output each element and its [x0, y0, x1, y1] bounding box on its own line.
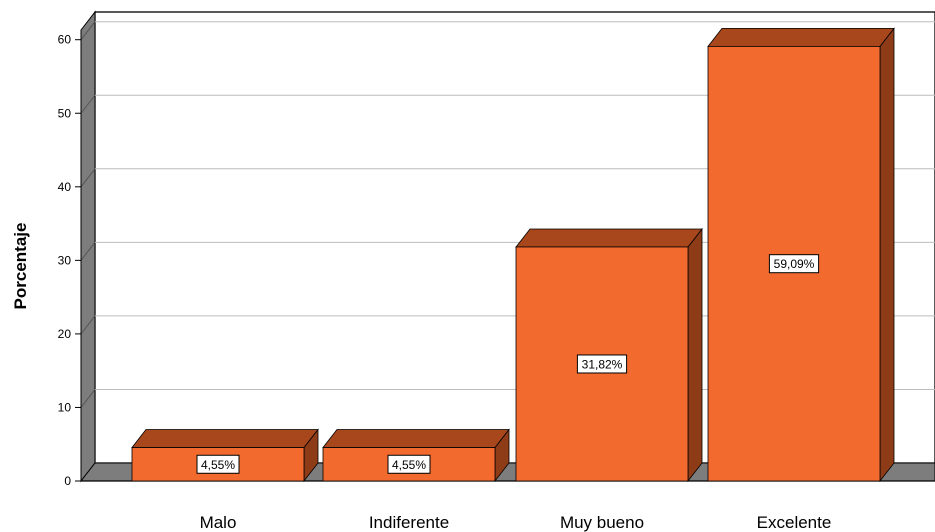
gridline-wall [80, 94, 96, 114]
data-labels: 4,55% 4,55% 31,82% 59,09% [196, 254, 820, 474]
bar-top [515, 228, 703, 248]
x-category-label: Indiferente [369, 513, 449, 532]
y-tick-label: 50 [58, 106, 72, 120]
gridline-wall [80, 242, 96, 261]
gridline-wall [80, 315, 96, 335]
bar-side [687, 227, 703, 483]
bar-side [879, 27, 895, 483]
x-axis-categories: Malo Indiferente Muy bueno Excelente [200, 513, 832, 532]
x-category-label: Excelente [757, 513, 832, 532]
y-tick-label: 20 [58, 327, 72, 341]
gridline-wall [80, 389, 96, 408]
gridline-wall [80, 168, 96, 188]
bar-top [707, 27, 895, 47]
data-label: 4,55% [392, 458, 426, 472]
y-tick-label: 30 [58, 253, 72, 267]
data-label-box [387, 454, 431, 474]
data-label-box [196, 454, 240, 474]
x-category-label: Muy bueno [560, 513, 644, 532]
y-tick-label: 0 [64, 474, 71, 488]
bar-top [131, 429, 319, 448]
x-category-label: Malo [200, 513, 237, 532]
y-tick-label: 40 [58, 180, 72, 194]
data-label: 59,09% [774, 257, 815, 271]
y-tick-label: 10 [58, 400, 72, 414]
data-label-box [768, 254, 820, 274]
bar-top [322, 429, 510, 448]
y-axis-label: Porcentaje [11, 223, 30, 310]
gridline-wall [80, 21, 96, 41]
data-label-box [576, 354, 628, 374]
data-label: 4,55% [201, 458, 235, 472]
left-wall [80, 10, 96, 483]
data-label: 31,82% [582, 357, 623, 371]
y-tick-label: 60 [58, 33, 72, 47]
y-axis-ticks: 0 10 20 30 40 50 60 [58, 30, 82, 488]
